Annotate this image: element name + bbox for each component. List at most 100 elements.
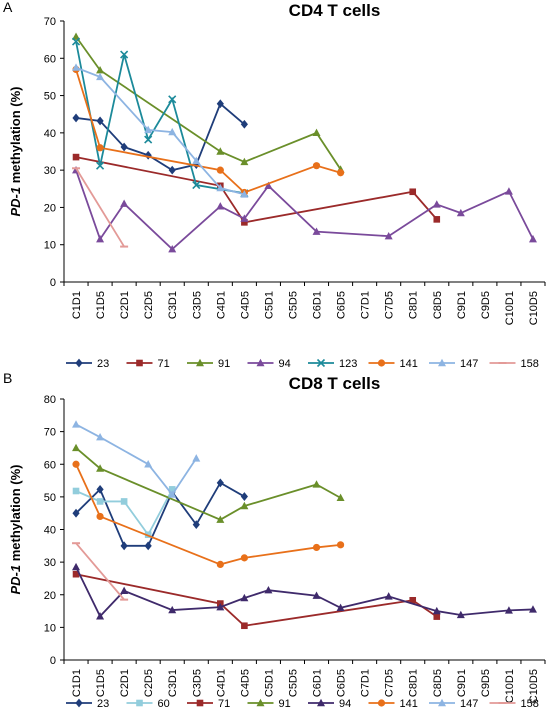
y-tick-label: 30: [44, 165, 56, 177]
y-tick-label: 50: [44, 91, 56, 103]
legend-swatch-marker: [316, 358, 326, 368]
series-line: [75, 542, 125, 601]
x-tick-label: C3D5: [191, 669, 203, 697]
legend-swatch-marker: [196, 358, 204, 367]
data-point: [240, 501, 249, 510]
legend-label: 23: [97, 698, 109, 710]
data-point: [120, 541, 128, 551]
x-tick-label: C10D5: [528, 291, 540, 325]
series-line: [75, 66, 245, 196]
legend-item: 60: [126, 698, 170, 710]
y-tick-label: 40: [44, 525, 56, 537]
x-tick-label: C8D1: [408, 291, 420, 319]
data-point: [264, 585, 273, 594]
legend-label: 60: [158, 698, 170, 710]
series-158: [72, 542, 129, 601]
legend-swatch-marker: [438, 698, 446, 707]
data-point: [528, 605, 537, 613]
series-line: [75, 481, 245, 547]
data-point: [96, 144, 104, 152]
series-line: [75, 69, 341, 194]
legend-item: 147: [429, 358, 478, 370]
legend-swatch-marker: [377, 359, 386, 367]
x-tick-label: C5D5: [287, 669, 299, 697]
x-tick-label: C2D1: [119, 669, 131, 697]
data-point: [456, 610, 465, 619]
legend-label: 91: [218, 358, 230, 370]
data-point: [240, 190, 249, 198]
data-point: [168, 486, 176, 493]
y-tick-label: 10: [44, 622, 56, 634]
series-141: [72, 460, 345, 569]
x-ticks: C1D1 C1D5 C2D1 C2D5 C3D1 C3D5 C4D1 C4D5 C5D1 C5D5…: [63, 282, 546, 325]
legend-label: 158: [521, 358, 539, 370]
data-point: [312, 591, 321, 599]
y-tick-label: 0: [50, 277, 56, 289]
x-tick-label: C6D1: [312, 291, 324, 319]
chart-panel-b: B CD8 T cells 0 10 20 30 40 50 60 70 80 C1D1 C1D5 C2D…: [3, 370, 546, 710]
data-point: [96, 464, 105, 472]
x-tick-label: C9D1: [456, 291, 468, 319]
data-point: [72, 113, 80, 123]
x-tick-label: C7D1: [360, 669, 372, 697]
data-point-stroke-b: [96, 161, 105, 170]
legend-label: 123: [339, 358, 357, 370]
legend-label: 23: [97, 358, 109, 370]
series-91: [72, 32, 345, 173]
y-tick-label: 70: [44, 427, 56, 439]
legend-item: 141: [368, 358, 418, 370]
y-tick-label: 60: [44, 53, 56, 65]
data-point: [384, 592, 393, 600]
legend-item: 23: [66, 358, 109, 370]
x-tick-label: C3D1: [167, 291, 179, 319]
x-tick-label: C6D5: [336, 291, 348, 319]
x-tick-label: C1D1: [71, 669, 83, 697]
legend-item: 158: [489, 698, 539, 710]
data-point: [192, 156, 201, 165]
y-tick-label: 20: [44, 202, 56, 214]
legend-label: 141: [400, 358, 418, 370]
x-tick-label: C6D5: [336, 669, 348, 697]
data-point: [72, 570, 80, 578]
legend-label: 147: [460, 358, 478, 370]
axes: [63, 399, 545, 661]
series-line: [75, 167, 125, 248]
data-point: [216, 202, 225, 210]
legend-label: 141: [400, 698, 418, 710]
data-point: [336, 603, 345, 611]
legend-swatch-marker: [256, 358, 265, 367]
data-point: [240, 214, 249, 222]
legend: 23 71 91 94 123 141 147 158: [66, 358, 539, 370]
data-point: [96, 498, 104, 505]
data-point: [168, 605, 177, 614]
data-point: [72, 460, 80, 468]
x-tick-label: C7D5: [384, 291, 396, 319]
x-tick-label: C7D1: [360, 291, 372, 319]
data-point: [336, 541, 345, 549]
x-tick-label: C10D1: [504, 291, 516, 325]
data-point: [216, 183, 225, 192]
data-point: [120, 498, 128, 505]
legend-label: 94: [279, 358, 291, 370]
legend-swatch-marker: [136, 699, 143, 707]
x-tick-label: C2D5: [143, 669, 155, 697]
legend-item: 71: [187, 698, 230, 710]
data-point: [240, 554, 248, 562]
data-point: [144, 135, 153, 144]
series-147: [72, 63, 249, 198]
y-axis-label-rest: methylation (%): [8, 464, 23, 564]
data-point: [384, 231, 393, 240]
legend-swatch-marker: [75, 698, 83, 708]
series-141: [72, 65, 345, 197]
data-point: [432, 606, 441, 615]
legend-item: 94: [247, 358, 291, 370]
data-point: [96, 161, 105, 170]
data-point: [168, 95, 177, 104]
x-tick-label: C5D1: [263, 669, 275, 697]
data-point: [72, 63, 81, 71]
series-line: [75, 102, 245, 172]
legend-label: 71: [158, 358, 170, 370]
x-tick-label: C4D1: [215, 291, 227, 319]
x-tick-label: C10D5: [528, 669, 540, 703]
